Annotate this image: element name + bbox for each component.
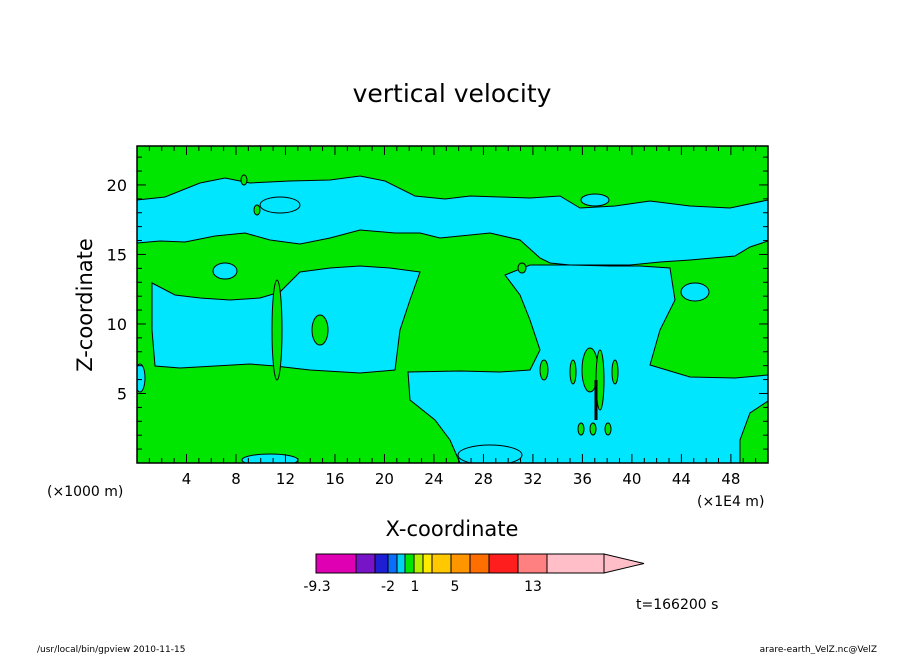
positive-blob-5 xyxy=(577,422,585,436)
positive-blob-6 xyxy=(589,422,597,436)
positive-blob-10 xyxy=(271,279,283,381)
colorbar-segment xyxy=(404,553,415,574)
colorbar-tick-label: -9.3 xyxy=(303,579,330,595)
colorbar-tick-label: -2 xyxy=(381,579,395,595)
x-axis-ticks: 4 8 12 16 20 24 28 32 36 40 44 48 xyxy=(148,146,757,488)
x-tick-label: 40 xyxy=(622,470,641,488)
colorbar-segment xyxy=(450,553,471,574)
negative-blob-2 xyxy=(580,193,610,207)
positive-blob-13 xyxy=(240,174,248,186)
negative-blob-6 xyxy=(241,453,299,463)
colorbar-segment xyxy=(387,553,398,574)
negative-region-upper xyxy=(137,175,768,266)
y-tick-label: 20 xyxy=(107,176,127,195)
colorbar xyxy=(315,553,645,574)
colorbar-segment xyxy=(431,553,452,574)
y-tick-label: 10 xyxy=(107,315,127,334)
positive-blob-4 xyxy=(611,359,619,385)
x-tick-label: 28 xyxy=(474,470,493,488)
x-tick-label: 4 xyxy=(182,470,192,488)
negative-blob-1 xyxy=(259,196,301,214)
colorbar-segment xyxy=(546,553,605,574)
x-unit-label: (×1000 m) xyxy=(47,484,123,500)
x-tick-label: 20 xyxy=(375,470,394,488)
negative-blob-7 xyxy=(212,262,238,280)
x-tick-label: 44 xyxy=(672,470,691,488)
positive-blob-3 xyxy=(569,359,577,385)
positive-blob-9 xyxy=(517,262,527,274)
x-tick-label: 16 xyxy=(325,470,344,488)
colorbar-segment xyxy=(469,553,490,574)
colorbar-segment xyxy=(315,553,357,574)
colorbar-segment xyxy=(396,553,406,574)
y-axis-ticks: 5 10 15 20 xyxy=(107,156,768,450)
negative-blob-5 xyxy=(457,444,523,463)
colorbar-segment xyxy=(517,553,548,574)
x-axis-label: X-coordinate xyxy=(386,517,519,541)
positive-blob-8 xyxy=(539,359,549,381)
negative-region-left xyxy=(151,265,421,374)
contour-field xyxy=(137,146,768,463)
colorbar-segment xyxy=(355,553,376,574)
negative-blob-4 xyxy=(137,363,146,393)
colorbar-arrow xyxy=(603,553,645,574)
x-tick-label: 12 xyxy=(276,470,295,488)
x-tick-label: 48 xyxy=(721,470,740,488)
positive-blob-12 xyxy=(253,204,261,216)
x-tick-label: 24 xyxy=(424,470,443,488)
colorbar-tick-label: 13 xyxy=(524,579,542,595)
footer-right: arare-earth_VelZ.nc@VelZ xyxy=(760,645,877,654)
colorbar-tick-label: 5 xyxy=(451,579,460,595)
colorbar-labels: -9.3 -2 1 5 13 xyxy=(303,579,542,595)
colorbar-tick-label: 1 xyxy=(411,579,420,595)
time-label: t=166200 s xyxy=(636,597,718,613)
positive-blob-11 xyxy=(311,314,329,346)
x-unit-label-right: (×1E4 m) xyxy=(697,494,764,510)
plot-frame xyxy=(136,145,769,464)
footer-left: /usr/local/bin/gpview 2010-11-15 xyxy=(37,645,185,654)
colorbar-segment xyxy=(374,553,389,574)
positive-blob-7 xyxy=(604,422,612,436)
y-axis-label: Z-coordinate xyxy=(73,238,97,372)
y-tick-label: 15 xyxy=(107,245,127,264)
y-tick-label: 5 xyxy=(117,384,127,403)
negative-blob-3 xyxy=(680,282,710,302)
x-tick-label: 8 xyxy=(231,470,241,488)
colorbar-segment xyxy=(413,553,424,574)
colorbar-segment xyxy=(422,553,433,574)
x-tick-label: 32 xyxy=(523,470,542,488)
chart-title: vertical velocity xyxy=(353,79,552,108)
x-tick-label: 36 xyxy=(573,470,592,488)
colorbar-segment xyxy=(488,553,519,574)
